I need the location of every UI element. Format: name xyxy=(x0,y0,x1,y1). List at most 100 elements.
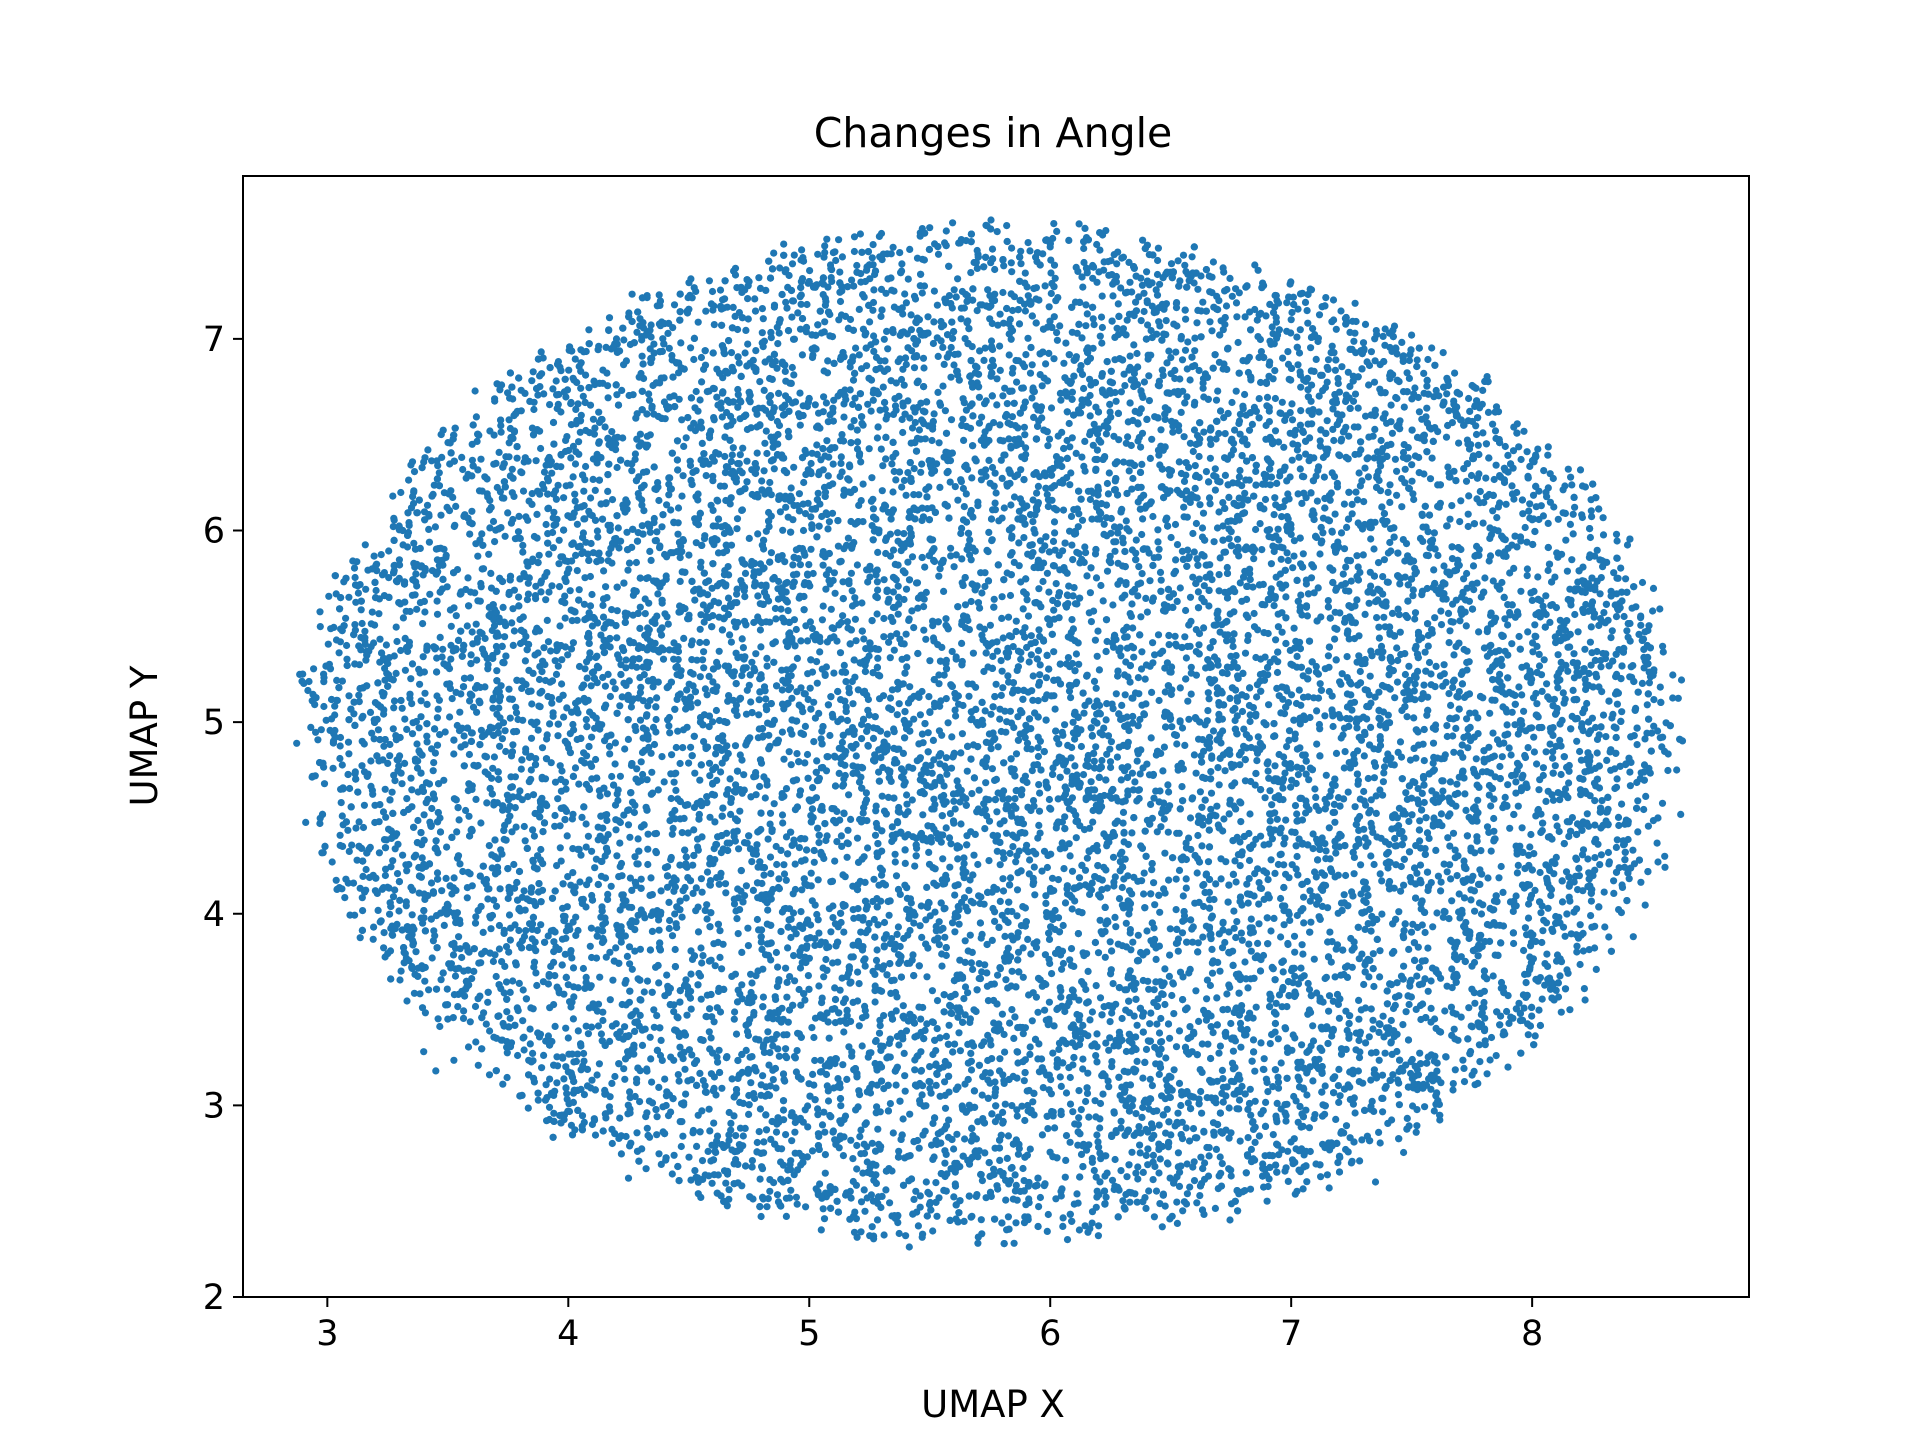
scatter-point xyxy=(696,396,704,404)
scatter-point xyxy=(1401,479,1409,487)
scatter-point xyxy=(569,473,577,481)
scatter-point xyxy=(698,833,706,841)
scatter-point xyxy=(1150,879,1158,887)
scatter-point xyxy=(1580,985,1588,993)
scatter-point xyxy=(1099,597,1107,605)
scatter-point xyxy=(1171,632,1179,640)
scatter-point xyxy=(362,865,370,874)
scatter-point xyxy=(1227,1172,1235,1180)
scatter-point xyxy=(1279,354,1287,362)
scatter-point xyxy=(1300,893,1308,901)
scatter-point xyxy=(1042,674,1050,682)
scatter-point xyxy=(477,819,485,827)
scatter-point xyxy=(785,748,793,756)
scatter-point xyxy=(782,1131,790,1139)
scatter-point xyxy=(1391,694,1399,702)
scatter-point xyxy=(790,371,798,379)
scatter-point xyxy=(919,811,927,819)
scatter-point xyxy=(1034,647,1043,655)
scatter-point xyxy=(832,256,840,265)
scatter-point xyxy=(497,422,505,430)
scatter-point xyxy=(638,1041,647,1049)
scatter-point xyxy=(1111,873,1119,881)
scatter-point xyxy=(588,762,596,771)
scatter-point xyxy=(433,869,442,877)
scatter-point xyxy=(1232,387,1240,395)
scatter-point xyxy=(1288,400,1296,408)
scatter-point xyxy=(613,391,621,399)
scatter-point xyxy=(814,1111,822,1119)
scatter-point xyxy=(1193,1199,1201,1207)
scatter-point xyxy=(538,1064,546,1072)
scatter-point xyxy=(350,564,359,572)
scatter-point xyxy=(489,517,498,526)
scatter-point xyxy=(1316,550,1324,558)
scatter-point xyxy=(798,246,806,254)
scatter-point xyxy=(1185,834,1193,842)
scatter-point xyxy=(1341,748,1349,756)
scatter-point xyxy=(1267,856,1275,864)
scatter-point xyxy=(657,887,665,895)
scatter-point xyxy=(1539,927,1547,935)
scatter-point xyxy=(860,1186,868,1194)
scatter-point xyxy=(954,855,962,863)
scatter-point xyxy=(961,601,970,609)
scatter-point xyxy=(957,749,965,757)
scatter-point xyxy=(468,456,476,464)
scatter-point xyxy=(906,683,914,691)
scatter-point xyxy=(1163,1105,1171,1113)
scatter-point xyxy=(855,351,863,359)
scatter-point xyxy=(1162,1054,1170,1062)
scatter-point xyxy=(1461,790,1469,798)
scatter-point xyxy=(830,1084,838,1092)
scatter-point xyxy=(1477,847,1485,855)
scatter-point xyxy=(868,254,876,262)
scatter-point xyxy=(1460,1078,1469,1086)
scatter-point xyxy=(668,751,676,759)
scatter-point xyxy=(1196,501,1204,509)
scatter-point xyxy=(1394,1091,1402,1099)
scatter-point xyxy=(377,917,385,925)
scatter-point xyxy=(718,1084,726,1092)
scatter-point xyxy=(1596,861,1604,869)
scatter-point xyxy=(1090,321,1098,329)
scatter-point xyxy=(1008,244,1016,252)
scatter-point xyxy=(582,820,590,828)
scatter-point xyxy=(1035,807,1044,815)
scatter-point xyxy=(819,1205,827,1213)
scatter-point xyxy=(1451,1066,1459,1074)
scatter-point xyxy=(947,552,955,560)
scatter-point xyxy=(814,250,822,258)
scatter-point xyxy=(1544,904,1552,912)
scatter-point xyxy=(1026,1043,1034,1051)
scatter-point xyxy=(807,459,815,468)
scatter-point xyxy=(1104,490,1112,498)
scatter-point xyxy=(727,541,736,549)
scatter-point xyxy=(1176,584,1184,592)
scatter-point xyxy=(1506,569,1514,577)
scatter-point xyxy=(556,844,564,852)
scatter-point xyxy=(1551,633,1559,641)
scatter-point xyxy=(1175,1079,1184,1087)
scatter-point xyxy=(504,509,512,517)
scatter-point xyxy=(1255,395,1263,403)
scatter-point xyxy=(1297,591,1305,599)
scatter-point xyxy=(1523,448,1531,456)
scatter-point xyxy=(407,675,415,683)
scatter-point xyxy=(1138,648,1146,656)
scatter-point xyxy=(801,722,810,731)
scatter-point xyxy=(1176,684,1184,692)
scatter-point xyxy=(1218,1160,1226,1168)
scatter-point xyxy=(1059,959,1067,968)
scatter-point xyxy=(705,759,714,767)
scatter-point xyxy=(671,945,679,954)
scatter-point xyxy=(1274,623,1282,631)
scatter-point xyxy=(1342,871,1350,880)
scatter-point xyxy=(1523,572,1531,580)
scatter-point xyxy=(471,1002,480,1011)
scatter-point xyxy=(838,253,847,261)
scatter-point xyxy=(1267,560,1275,568)
scatter-point xyxy=(1231,426,1239,434)
scatter-point xyxy=(575,780,583,788)
scatter-point xyxy=(1633,741,1641,749)
